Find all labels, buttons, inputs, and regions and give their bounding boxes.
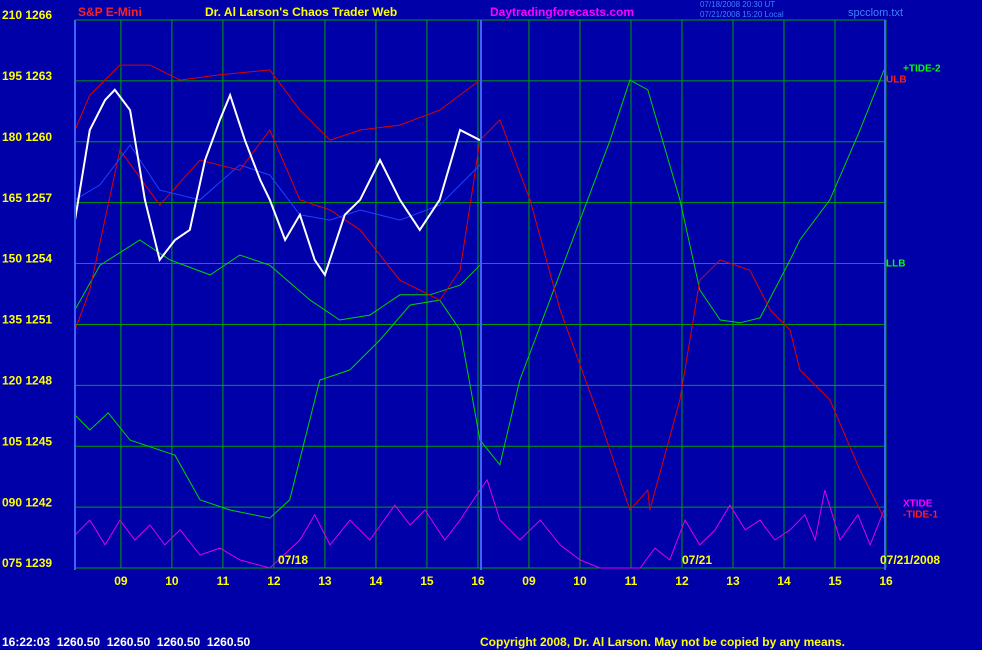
x-tick-label: 10 bbox=[165, 574, 179, 588]
y-tick-label: 165 1257 bbox=[2, 191, 52, 205]
x-tick-label: 13 bbox=[726, 574, 740, 588]
series-line bbox=[74, 64, 481, 141]
series-label: XTIDE bbox=[903, 499, 933, 510]
x-tick-label: 14 bbox=[369, 574, 383, 588]
x-tick-label: 12 bbox=[267, 574, 281, 588]
series-line bbox=[74, 239, 481, 321]
x-tick-label: 16 bbox=[879, 574, 893, 588]
x-tick-label: 13 bbox=[318, 574, 332, 588]
y-tick-label: 180 1260 bbox=[2, 130, 52, 144]
site: Daytradingforecasts.com bbox=[490, 5, 634, 19]
series-line bbox=[74, 478, 885, 569]
annotation: 07/21 bbox=[682, 553, 712, 567]
x-tick-label: 11 bbox=[625, 574, 638, 588]
y-tick-label: 150 1254 bbox=[2, 252, 52, 266]
series-label: ULB bbox=[886, 75, 907, 86]
series-label: +TIDE-2 bbox=[903, 64, 941, 75]
x-tick-label: 10 bbox=[573, 574, 587, 588]
x-tick-label: 12 bbox=[675, 574, 689, 588]
series-line bbox=[74, 88, 481, 278]
series-line bbox=[74, 118, 885, 519]
timestamp: 07/21/2008 15:20 Local bbox=[700, 10, 784, 19]
x-tick-label: 09 bbox=[114, 574, 128, 588]
series-line bbox=[74, 144, 481, 221]
chart-title: Dr. Al Larson's Chaos Trader Web bbox=[205, 5, 397, 19]
annotation: 07/18 bbox=[278, 553, 308, 567]
x-tick-label: 16 bbox=[471, 574, 485, 588]
y-tick-label: 210 1266 bbox=[2, 8, 52, 22]
timestamp: 07/18/2008 20:30 UT bbox=[700, 0, 775, 9]
series-line bbox=[74, 69, 885, 519]
series-label: LLB bbox=[886, 259, 905, 270]
y-tick-label: 075 1239 bbox=[2, 556, 52, 570]
file-name: spcclom.txt bbox=[848, 7, 903, 19]
x-tick-label: 14 bbox=[777, 574, 791, 588]
x-tick-label: 09 bbox=[522, 574, 536, 588]
y-tick-label: 120 1248 bbox=[2, 374, 52, 388]
y-tick-label: 090 1242 bbox=[2, 495, 52, 509]
instrument: S&P E-Mini bbox=[78, 5, 142, 19]
x-tick-label: 15 bbox=[828, 574, 842, 588]
copyright: Copyright 2008, Dr. Al Larson. May not b… bbox=[480, 635, 845, 649]
x-tick-label: 11 bbox=[217, 574, 230, 588]
y-tick-label: 135 1251 bbox=[2, 313, 52, 327]
y-tick-label: 105 1245 bbox=[2, 434, 52, 448]
series-label: -TIDE-1 bbox=[903, 510, 938, 521]
annotation: 07/21/2008 bbox=[880, 553, 940, 567]
x-tick-label: 15 bbox=[420, 574, 434, 588]
status: 16:22:03 1260.50 1260.50 1260.50 1260.50 bbox=[2, 635, 251, 649]
y-tick-label: 195 1263 bbox=[2, 69, 52, 83]
